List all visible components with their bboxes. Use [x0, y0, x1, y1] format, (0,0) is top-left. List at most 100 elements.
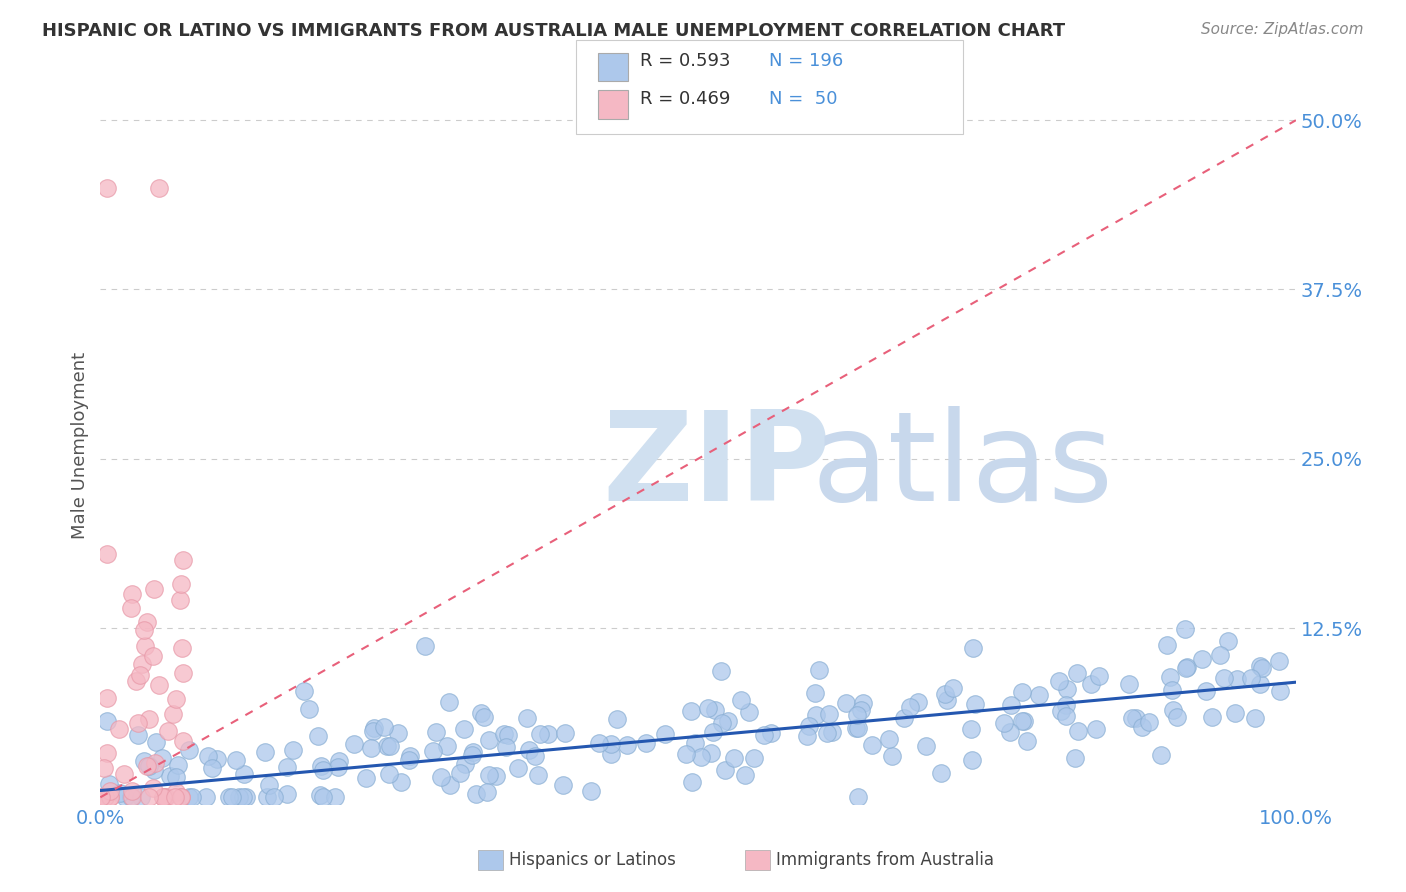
- Point: [152, 790, 174, 805]
- Point: [120, 790, 142, 805]
- Point: [148, 181, 170, 195]
- Point: [818, 706, 841, 721]
- Point: [142, 780, 165, 795]
- Point: [1212, 671, 1234, 685]
- Point: [195, 790, 218, 805]
- Point: [96, 747, 118, 761]
- Point: [97, 777, 120, 791]
- Point: [1195, 683, 1218, 698]
- Point: [311, 759, 333, 773]
- Point: [934, 686, 956, 700]
- Point: [143, 582, 166, 596]
- Point: [616, 738, 638, 752]
- Point: [710, 664, 733, 678]
- Point: [425, 724, 447, 739]
- Point: [1066, 665, 1088, 680]
- Point: [524, 748, 547, 763]
- Point: [929, 765, 952, 780]
- Point: [1270, 683, 1292, 698]
- Point: [108, 786, 131, 800]
- Point: [1156, 638, 1178, 652]
- Point: [323, 790, 346, 805]
- Point: [439, 778, 461, 792]
- Point: [235, 790, 257, 805]
- Point: [228, 790, 250, 805]
- Text: N =  50: N = 50: [769, 90, 838, 108]
- Point: [1267, 655, 1289, 669]
- Point: [422, 744, 444, 758]
- Point: [135, 758, 157, 772]
- Point: [172, 553, 194, 567]
- Point: [697, 701, 720, 715]
- Point: [860, 738, 883, 752]
- Point: [516, 711, 538, 725]
- Point: [112, 767, 135, 781]
- Point: [1084, 723, 1107, 737]
- Point: [179, 790, 201, 805]
- Point: [253, 745, 276, 759]
- Point: [181, 790, 204, 805]
- Point: [1050, 704, 1073, 718]
- Point: [134, 754, 156, 768]
- Point: [845, 721, 868, 735]
- Point: [138, 712, 160, 726]
- Point: [461, 745, 484, 759]
- Point: [470, 706, 492, 720]
- Text: Source: ZipAtlas.com: Source: ZipAtlas.com: [1201, 22, 1364, 37]
- Point: [326, 759, 349, 773]
- Point: [159, 768, 181, 782]
- Point: [256, 790, 278, 805]
- Point: [1209, 648, 1232, 662]
- Point: [1175, 661, 1198, 675]
- Point: [307, 729, 329, 743]
- Point: [882, 748, 904, 763]
- Point: [752, 728, 775, 742]
- Point: [998, 724, 1021, 739]
- Point: [292, 684, 315, 698]
- Point: [197, 749, 219, 764]
- Point: [218, 790, 240, 805]
- Point: [375, 739, 398, 753]
- Point: [387, 725, 409, 739]
- Point: [821, 724, 844, 739]
- Point: [683, 736, 706, 750]
- Point: [485, 769, 508, 783]
- Point: [478, 733, 501, 747]
- Point: [170, 790, 193, 805]
- Point: [121, 587, 143, 601]
- Point: [98, 784, 121, 798]
- Point: [879, 732, 901, 747]
- Point: [1028, 688, 1050, 702]
- Point: [360, 741, 382, 756]
- Point: [804, 686, 827, 700]
- Point: [1067, 724, 1090, 739]
- Point: [453, 757, 475, 772]
- Point: [846, 722, 869, 736]
- Point: [1159, 670, 1181, 684]
- Point: [1201, 710, 1223, 724]
- Point: [281, 743, 304, 757]
- Point: [96, 714, 118, 728]
- Point: [148, 678, 170, 692]
- Point: [1150, 747, 1173, 762]
- Point: [430, 770, 453, 784]
- Point: [131, 790, 153, 805]
- Point: [152, 790, 174, 805]
- Point: [120, 600, 142, 615]
- Point: [808, 663, 831, 677]
- Point: [389, 774, 412, 789]
- Point: [804, 708, 827, 723]
- Point: [1121, 711, 1143, 725]
- Point: [761, 726, 783, 740]
- Y-axis label: Male Unemployment: Male Unemployment: [72, 351, 89, 539]
- Point: [276, 787, 298, 801]
- Point: [1249, 677, 1271, 691]
- Point: [165, 691, 187, 706]
- Point: [437, 696, 460, 710]
- Point: [155, 790, 177, 805]
- Point: [263, 790, 285, 805]
- Point: [96, 547, 118, 561]
- Point: [851, 696, 873, 710]
- Point: [588, 736, 610, 750]
- Point: [1000, 698, 1022, 712]
